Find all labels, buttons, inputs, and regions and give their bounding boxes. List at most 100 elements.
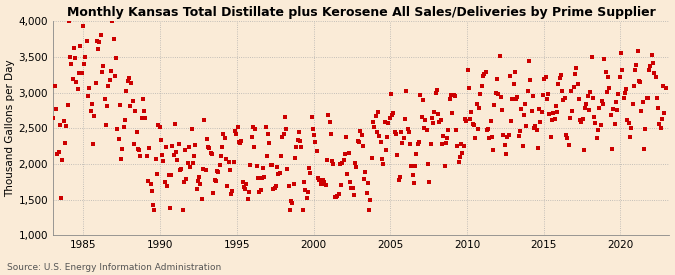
Point [524,59,535,64]
Point [493,92,504,96]
Point [560,96,570,100]
Point [72,87,83,91]
Point [427,116,437,121]
Point [503,133,514,138]
Point [80,55,91,59]
Point [624,135,635,139]
Point [525,78,536,82]
Point [388,111,399,115]
Point [556,73,566,78]
Point [177,208,188,213]
Point [491,77,502,82]
Point [153,123,163,127]
Point [447,110,458,115]
Point [61,123,72,128]
Point [277,135,288,139]
Point [603,75,614,79]
Point [480,70,491,75]
Point [570,72,580,76]
Point [256,176,267,180]
Point [306,114,317,119]
Point [246,134,257,139]
Point [415,92,426,97]
Point [176,166,187,171]
Point [215,153,226,158]
Point [531,128,542,132]
Point [211,179,221,183]
Point [201,137,212,142]
Point [225,167,236,172]
Point [514,134,524,138]
Point [631,63,642,68]
Point [331,195,342,199]
Point [268,187,279,191]
Point [172,157,183,162]
Point [107,19,117,23]
Point [55,122,65,127]
Point [533,146,543,150]
Point [489,103,500,108]
Point [457,151,468,155]
Point [52,152,63,156]
Point [90,81,101,85]
Point [217,144,227,149]
Point [452,144,463,148]
Point [342,171,353,176]
Point [398,136,409,140]
Point [74,71,84,75]
Point [521,124,532,128]
Point [402,127,413,131]
Point [240,186,250,191]
Point [610,100,621,105]
Point [425,142,436,146]
Point [566,89,576,93]
Point [291,145,302,149]
Point [344,150,354,155]
Point [477,84,487,89]
Point [94,40,105,45]
Point [194,175,205,180]
Point [124,76,134,80]
Point [584,108,595,112]
Point [200,167,211,172]
Point [612,108,622,112]
Point [646,53,657,57]
Point [258,166,269,170]
Point [209,178,220,183]
Point [122,79,133,83]
Point [278,132,289,136]
Point [514,128,525,133]
Point [481,128,492,133]
Point [238,184,249,189]
Point [563,143,574,147]
Point [654,122,665,127]
Point [640,126,651,131]
Point [82,94,93,98]
Point [420,117,431,122]
Point [237,180,248,184]
Point [191,187,202,191]
Point [535,120,546,124]
Point [242,197,253,202]
Point [630,68,641,72]
Point [285,208,296,213]
Point [175,167,186,172]
Point [155,138,166,142]
Point [391,132,402,136]
Point [516,107,526,111]
Point [340,152,350,156]
Point [204,146,215,150]
Point [265,163,276,167]
Point [337,160,348,165]
Point [68,76,78,81]
Point [86,102,97,106]
Point [616,51,626,56]
Point [446,93,456,97]
Point [368,120,379,124]
Point [660,86,671,90]
Point [282,167,293,172]
Point [317,182,327,186]
Point [99,97,110,101]
Point [58,119,69,123]
Point [659,111,670,115]
